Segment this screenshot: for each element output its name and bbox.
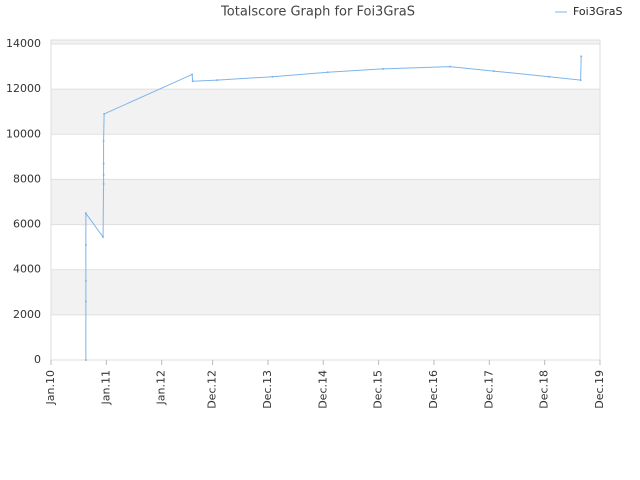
y-tick-label: 10000 bbox=[6, 127, 41, 140]
data-point bbox=[548, 75, 551, 78]
x-tick-label: Dec.19 bbox=[593, 370, 606, 409]
grid-band bbox=[51, 179, 600, 225]
data-point bbox=[579, 79, 582, 82]
legend-label: Foi3GraS bbox=[573, 5, 623, 18]
chart-title: Totalscore Graph for Foi3GraS bbox=[220, 5, 415, 20]
series-line bbox=[85, 56, 582, 360]
data-point bbox=[216, 79, 219, 82]
x-tick-label: Dec.13 bbox=[261, 370, 274, 409]
data-point bbox=[102, 173, 105, 176]
grid-band bbox=[51, 269, 600, 315]
y-tick-label: 8000 bbox=[13, 172, 41, 185]
y-tick-label: 14000 bbox=[6, 37, 41, 50]
data-point bbox=[84, 280, 87, 282]
y-tick-label: 12000 bbox=[6, 82, 41, 95]
data-point bbox=[84, 300, 87, 303]
data-point bbox=[191, 80, 194, 83]
y-tick-label: 2000 bbox=[13, 308, 41, 321]
data-point bbox=[103, 112, 106, 115]
data-point bbox=[84, 243, 87, 246]
y-tick-label: 6000 bbox=[13, 218, 41, 231]
x-tick-label: Dec.16 bbox=[427, 370, 440, 409]
data-point bbox=[580, 55, 583, 58]
grid-band bbox=[51, 89, 600, 135]
x-tick-label: Dec.15 bbox=[372, 370, 385, 409]
x-tick-label: Dec.17 bbox=[482, 370, 495, 409]
data-point bbox=[382, 67, 385, 70]
data-point bbox=[102, 140, 105, 143]
data-point bbox=[102, 182, 105, 185]
x-tick-label: Dec.12 bbox=[206, 370, 219, 409]
data-point bbox=[102, 235, 105, 238]
x-tick-label: Dec.14 bbox=[316, 370, 329, 409]
data-point bbox=[271, 75, 274, 78]
data-point bbox=[449, 65, 452, 68]
data-point bbox=[84, 212, 87, 215]
data-point bbox=[84, 359, 87, 361]
y-tick-label: 0 bbox=[34, 353, 41, 366]
data-point bbox=[191, 73, 194, 76]
data-point bbox=[102, 162, 105, 165]
plot-border bbox=[50, 39, 601, 361]
x-tick-label: Jan.11 bbox=[99, 370, 112, 405]
x-tick-label: Jan.10 bbox=[44, 370, 57, 405]
y-tick-label: 4000 bbox=[13, 263, 41, 276]
data-point bbox=[326, 71, 329, 74]
data-point bbox=[492, 70, 495, 73]
x-tick-label: Dec.18 bbox=[538, 370, 551, 409]
x-tick-label: Jan.12 bbox=[155, 370, 168, 405]
